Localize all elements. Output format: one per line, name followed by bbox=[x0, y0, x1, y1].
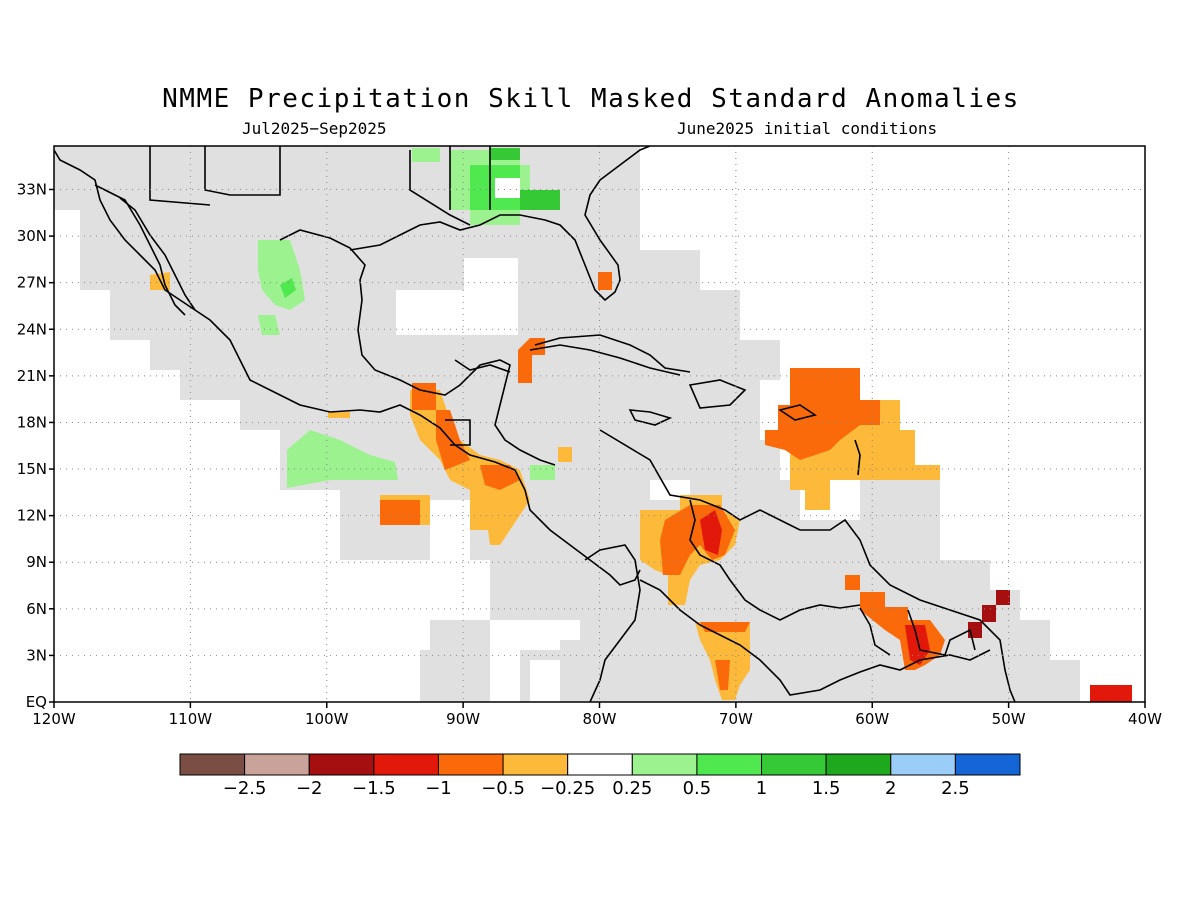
lat-tick-label: 15N bbox=[17, 460, 47, 478]
lat-tick-label: 6N bbox=[26, 600, 47, 618]
lon-tick-label: 80W bbox=[583, 710, 617, 728]
colorbar-label: 1.5 bbox=[812, 778, 841, 799]
colorbar: −2.5 −2 −1.5 −1 −0.5 −0.25 0.25 0.5 1 1.5 2 2.5 bbox=[179, 753, 1021, 799]
colorbar-swatch bbox=[954, 753, 1021, 776]
colorbar-swatch bbox=[696, 753, 763, 776]
lat-tick-label: 12N bbox=[17, 507, 47, 525]
lat-tick-label: EQ bbox=[26, 693, 47, 711]
initial-conditions: June2025 initial conditions bbox=[677, 119, 938, 138]
colorbar-swatch bbox=[437, 753, 504, 776]
colorbar-label: 1 bbox=[756, 778, 767, 799]
colorbar-swatch bbox=[567, 753, 633, 776]
colorbar-swatch bbox=[761, 753, 827, 776]
colorbar-label: −2 bbox=[296, 778, 323, 799]
colorbar-label: 2 bbox=[885, 778, 896, 799]
latitude-axis: EQ 3N 6N 9N 12N 15N 18N 21N 24N 27N 30N 33N bbox=[17, 180, 54, 711]
lon-tick-label: 40W bbox=[1128, 710, 1162, 728]
colorbar-swatch bbox=[502, 753, 569, 776]
lat-tick-label: 24N bbox=[17, 320, 47, 338]
longitude-axis: 120W 110W 100W 90W 80W 70W 60W 50W 40W bbox=[32, 702, 1162, 728]
colorbar-swatch bbox=[890, 753, 956, 776]
lat-tick-label: 21N bbox=[17, 367, 47, 385]
lat-tick-label: 30N bbox=[17, 227, 47, 245]
lon-tick-label: 120W bbox=[32, 710, 76, 728]
colorbar-swatch bbox=[631, 753, 698, 776]
colorbar-label: −0.25 bbox=[540, 778, 595, 799]
colorbar-swatch bbox=[373, 753, 439, 776]
lat-tick-label: 18N bbox=[17, 413, 47, 431]
colorbar-label: 0.5 bbox=[683, 778, 712, 799]
colorbar-label: −2.5 bbox=[223, 778, 267, 799]
lon-tick-label: 110W bbox=[169, 710, 213, 728]
lon-tick-label: 100W bbox=[305, 710, 349, 728]
lat-tick-label: 9N bbox=[26, 553, 47, 571]
colorbar-swatch bbox=[244, 753, 310, 776]
unmasked-areas bbox=[54, 146, 1145, 702]
colorbar-label: 2.5 bbox=[941, 778, 970, 799]
colorbar-label: −0.5 bbox=[481, 778, 525, 799]
lat-tick-label: 33N bbox=[17, 180, 47, 198]
lon-tick-label: 70W bbox=[719, 710, 753, 728]
colorbar-label: −1 bbox=[425, 778, 452, 799]
coastlines bbox=[54, 146, 1016, 702]
chart-title: NMME Precipitation Skill Masked Standard… bbox=[162, 84, 1020, 114]
wet-anomalies bbox=[258, 148, 560, 488]
colorbar-swatch bbox=[179, 753, 246, 776]
colorbar-swatch bbox=[308, 753, 375, 776]
lon-tick-label: 50W bbox=[992, 710, 1026, 728]
colorbar-label: −1.5 bbox=[352, 778, 396, 799]
lon-tick-label: 60W bbox=[855, 710, 889, 728]
lat-tick-label: 27N bbox=[17, 274, 47, 292]
colorbar-label: 0.25 bbox=[612, 778, 652, 799]
valid-period: Jul2025−Sep2025 bbox=[242, 119, 387, 138]
lat-tick-label: 3N bbox=[26, 646, 47, 664]
colorbar-swatch bbox=[825, 753, 892, 776]
lon-tick-label: 90W bbox=[446, 710, 480, 728]
